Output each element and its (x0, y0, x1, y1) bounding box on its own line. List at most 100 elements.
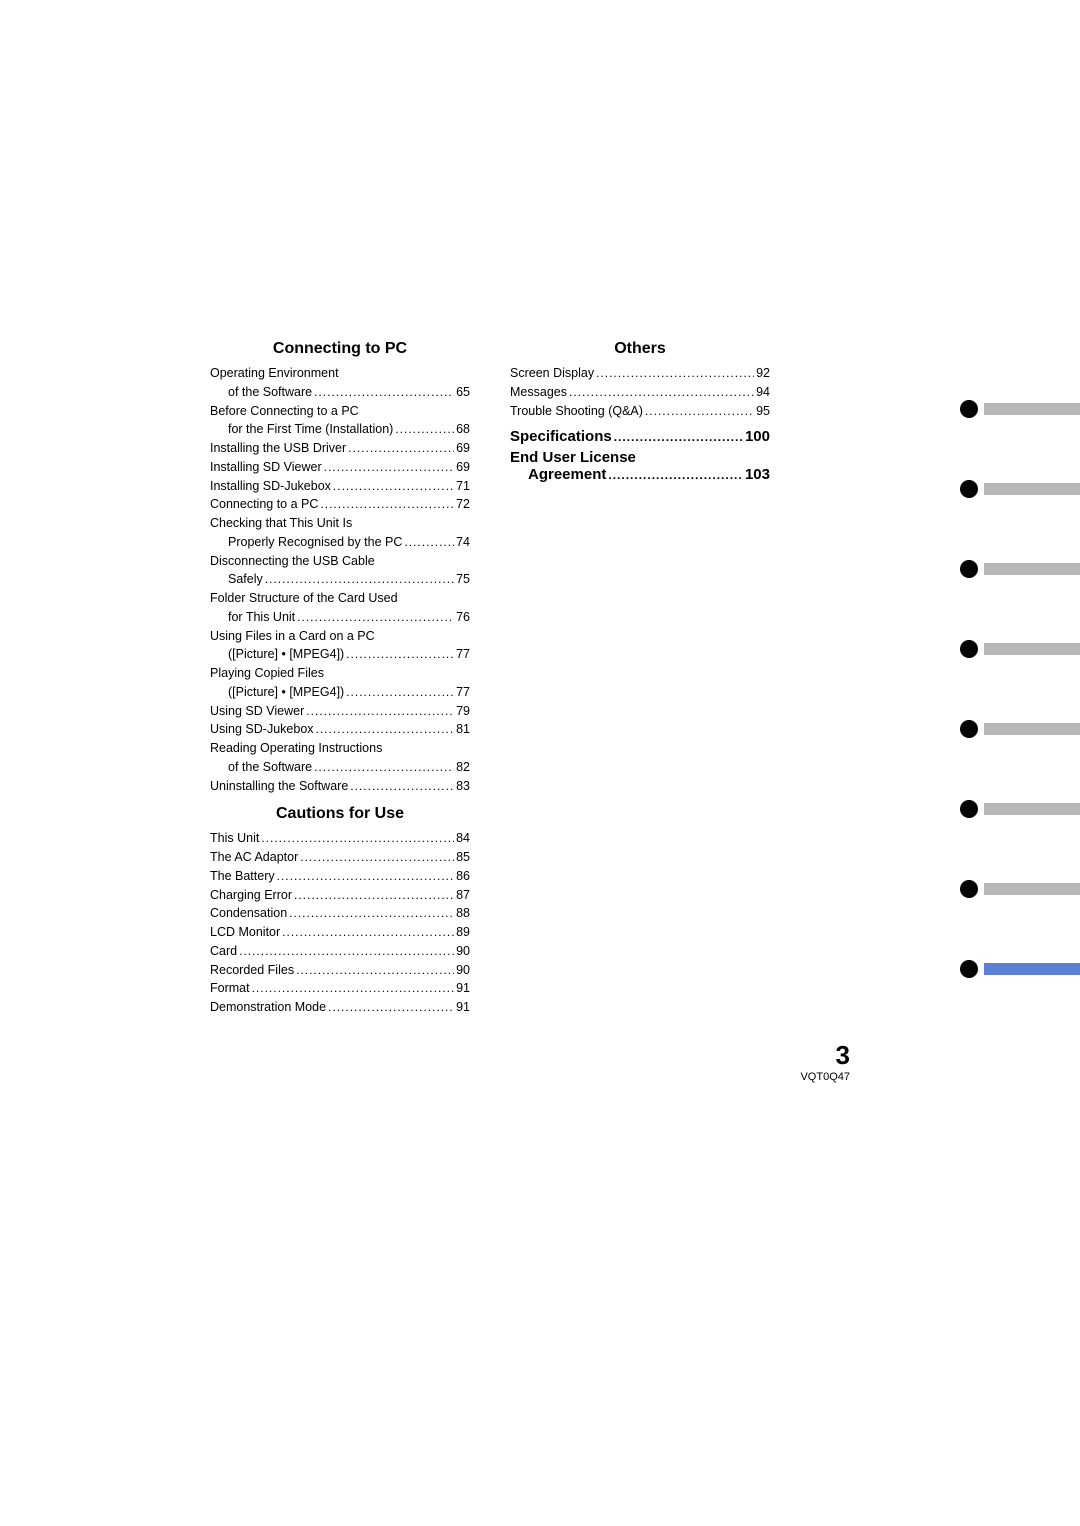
toc-row: Installing SD Viewer 69 (210, 458, 470, 477)
toc-row: Playing Copied Files (210, 664, 470, 683)
toc-label: Charging Error (210, 886, 292, 905)
toc-row: Messages 94 (510, 383, 770, 402)
toc-page: 69 (456, 458, 470, 477)
toc-page: 84 (456, 829, 470, 848)
side-tab (960, 720, 1080, 738)
dots (316, 720, 455, 738)
toc-row: Folder Structure of the Card Used (210, 589, 470, 608)
toc-page: 95 (756, 402, 770, 421)
toc-label: Installing SD-Jukebox (210, 477, 331, 496)
tab-bar (984, 963, 1080, 975)
side-tab (960, 640, 1080, 658)
dots (333, 477, 454, 495)
toc-row: Operating Environment (210, 364, 470, 383)
toc-page: 92 (756, 364, 770, 383)
toc-page: 91 (456, 979, 470, 998)
toc-sublabel: Safely (210, 570, 263, 589)
toc-row: Installing the USB Driver69 (210, 439, 470, 458)
left-column: Connecting to PC Operating Environmentof… (210, 340, 470, 1017)
dots (300, 848, 454, 866)
tab-dot-icon (960, 560, 978, 578)
toc-label: Demonstration Mode (210, 998, 326, 1017)
toc-label: Using Files in a Card on a PC (210, 627, 375, 646)
toc-label: Operating Environment (210, 364, 339, 383)
toc-page: 75 (456, 570, 470, 589)
toc-label: Trouble Shooting (Q&A) (510, 402, 643, 421)
heading-row: Specifications100 (510, 428, 770, 445)
dots (569, 383, 754, 401)
toc-subrow: Properly Recognised by the PC74 (210, 533, 470, 552)
dots (350, 777, 454, 795)
toc-subrow: for the First Time (Installation)68 (210, 420, 470, 439)
side-tab (960, 480, 1080, 498)
dots (404, 533, 454, 551)
dots (261, 829, 454, 847)
toc-row: LCD Monitor89 (210, 923, 470, 942)
dots (346, 645, 454, 663)
tab-dot-icon (960, 960, 978, 978)
dots (614, 430, 743, 444)
side-tab (960, 960, 1080, 978)
toc-row: The AC Adaptor85 (210, 848, 470, 867)
dots (348, 439, 454, 457)
toc-label: Reading Operating Instructions (210, 739, 382, 758)
toc-page: 94 (756, 383, 770, 402)
dots (282, 923, 454, 941)
toc-page: 90 (456, 942, 470, 961)
tab-bar (984, 643, 1080, 655)
dots (306, 702, 454, 720)
dots (314, 758, 454, 776)
dots (324, 458, 454, 476)
section-title-cautions: Cautions for Use (210, 805, 470, 823)
toc-row: Trouble Shooting (Q&A) 95 (510, 402, 770, 421)
toc-columns: Connecting to PC Operating Environmentof… (210, 340, 870, 1017)
toc-label: Using SD-Jukebox (210, 720, 314, 739)
page-number: 3 (800, 1040, 850, 1071)
toc-row: Uninstalling the Software83 (210, 777, 470, 796)
tab-dot-icon (960, 720, 978, 738)
toc-page: 79 (456, 702, 470, 721)
toc-label: Checking that This Unit Is (210, 514, 352, 533)
dots (239, 942, 454, 960)
toc-page: 91 (456, 998, 470, 1017)
heading-row: End User License (510, 449, 770, 466)
toc-label: Connecting to a PC (210, 495, 318, 514)
side-tab (960, 400, 1080, 418)
toc-subrow: of the Software82 (210, 758, 470, 777)
toc-subrow: for This Unit76 (210, 608, 470, 627)
toc-page: 76 (456, 608, 470, 627)
toc-label: Card (210, 942, 237, 961)
toc-row: Format 91 (210, 979, 470, 998)
toc-row: This Unit 84 (210, 829, 470, 848)
toc-row: Demonstration Mode 91 (210, 998, 470, 1017)
toc-subrow: ([Picture] • [MPEG4])77 (210, 645, 470, 664)
toc-row: Card 90 (210, 942, 470, 961)
toc-subrow: Safely 75 (210, 570, 470, 589)
toc-page: 68 (456, 420, 470, 439)
toc-row: Disconnecting the USB Cable (210, 552, 470, 571)
dots (346, 683, 454, 701)
toc-label: Messages (510, 383, 567, 402)
toc-row: Using Files in a Card on a PC (210, 627, 470, 646)
side-tab (960, 880, 1080, 898)
toc-row: Recorded Files90 (210, 961, 470, 980)
section-title-connecting: Connecting to PC (210, 340, 470, 358)
toc-label: Installing SD Viewer (210, 458, 322, 477)
tab-dot-icon (960, 640, 978, 658)
toc-page: 87 (456, 886, 470, 905)
side-tab (960, 800, 1080, 818)
toc-label: Format (210, 979, 250, 998)
toc-label: This Unit (210, 829, 259, 848)
dots (395, 420, 454, 438)
toc-page: 69 (456, 439, 470, 458)
toc-page: 72 (456, 495, 470, 514)
toc-subrow: of the Software65 (210, 383, 470, 402)
toc-row: Using SD-Jukebox81 (210, 720, 470, 739)
dots (328, 998, 454, 1016)
toc-page: 86 (456, 867, 470, 886)
dots (277, 867, 454, 885)
toc-row: Installing SD-Jukebox71 (210, 477, 470, 496)
toc-row: Checking that This Unit Is (210, 514, 470, 533)
toc-page: 77 (456, 645, 470, 664)
dots (608, 468, 743, 482)
